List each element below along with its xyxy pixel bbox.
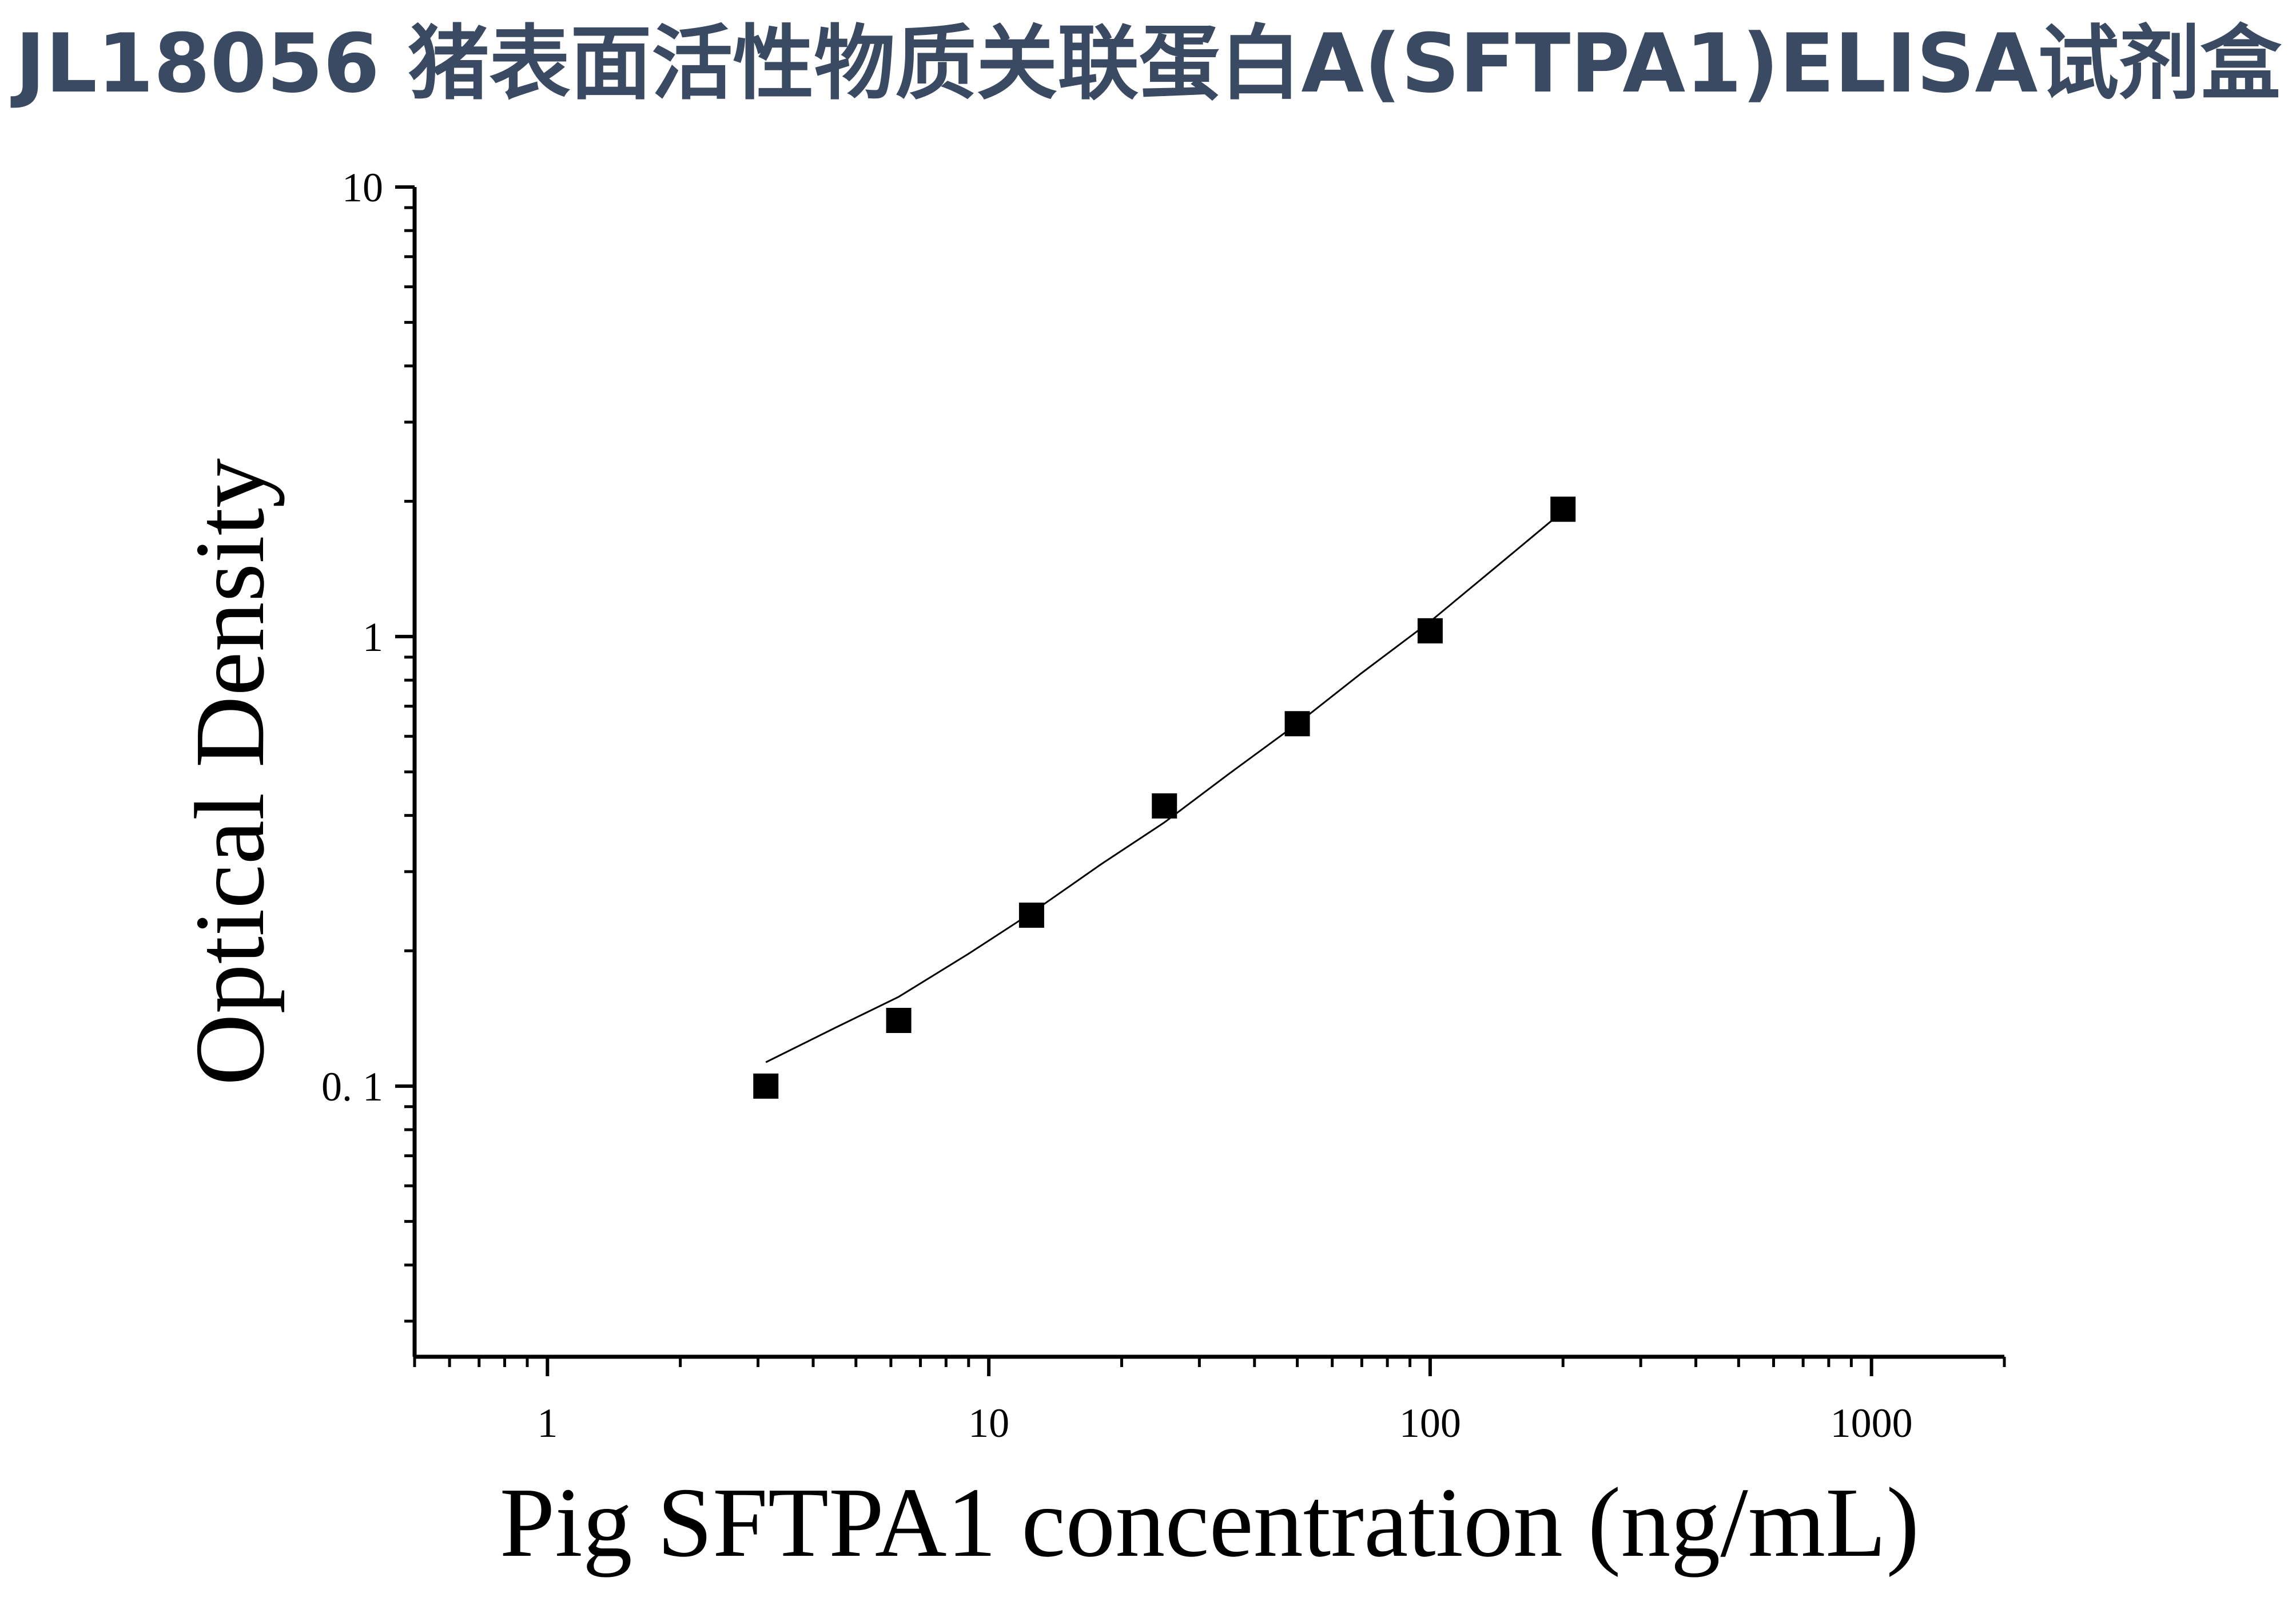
x-axis-label: Pig SFTPA1 concentration (ng/mL) [500, 1467, 1920, 1578]
x-tick-label: 1 [537, 1400, 558, 1446]
y-axis-label: Optical Density [174, 458, 285, 1086]
y-tick-label: 1 [363, 614, 383, 660]
x-tick-label: 100 [1399, 1400, 1461, 1446]
chart-title: JL18056 猪表面活性物质关联蛋白A(SFTPA1)ELISA试剂盒 [11, 17, 2282, 111]
y-tick-label: 10 [342, 165, 383, 210]
fit-curve-line [765, 510, 1564, 1063]
y-tick-label: 0. 1 [321, 1064, 383, 1110]
plot-area: 1 10 100 1000 0. 1 1 10 [321, 165, 2006, 1446]
data-point-marker [1417, 618, 1443, 643]
data-point-marker [886, 1007, 912, 1033]
x-tick-label: 10 [968, 1400, 1009, 1446]
data-point-marker [1152, 793, 1177, 819]
data-point-marker [1550, 496, 1576, 522]
data-point-marker [1284, 711, 1310, 737]
data-point-marker [1018, 903, 1044, 928]
data-point-marker [753, 1073, 779, 1099]
x-tick-label: 1000 [1831, 1400, 1913, 1446]
